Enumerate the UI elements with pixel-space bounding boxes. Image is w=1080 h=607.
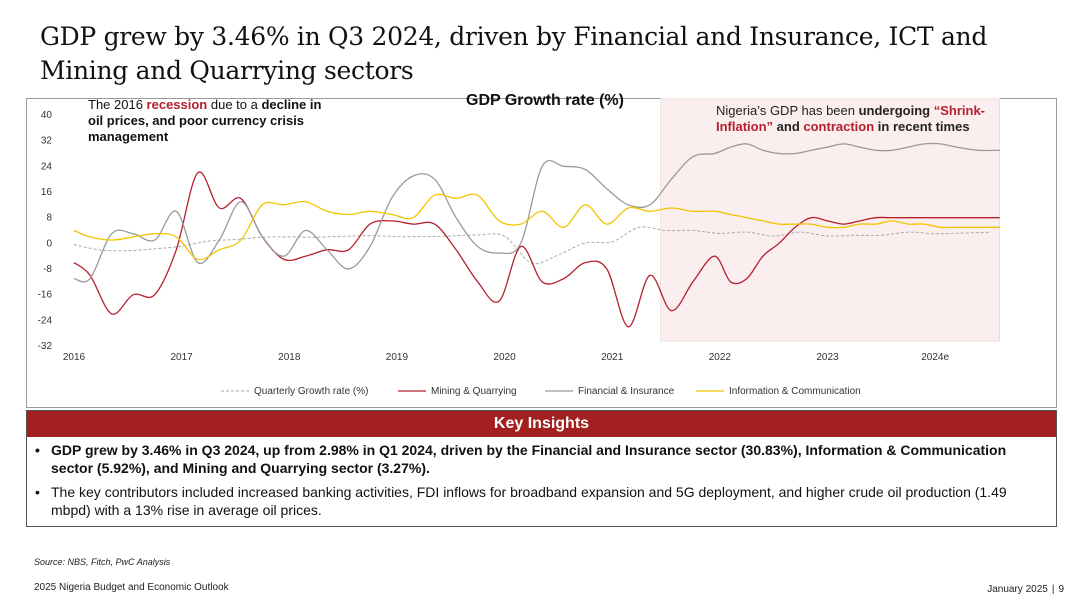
y-tick-label: 8 <box>46 213 52 224</box>
y-tick-label: 32 <box>41 136 53 147</box>
series-line-mining-quarrying <box>73 171 1000 328</box>
series-line-quarterly-growth <box>73 226 989 265</box>
source-note: Source: NBS, Fitch, PwC Analysis <box>34 557 171 567</box>
key-insights-panel: Key Insights • GDP grew by 3.46% in Q3 2… <box>26 410 1057 527</box>
shrinkflation-note-highlight1: “Shrink-Inflation” <box>716 103 986 134</box>
gdp-growth-chart: -32 -24 -16 -8 0 8 16 24 32 40 2016 2017 2018 2019 202… <box>38 98 1001 397</box>
x-tick-label: 2018 <box>278 352 301 363</box>
recession-note-bold: decline in oil prices, and poor currency… <box>88 97 322 144</box>
x-tick-label: 2019 <box>386 352 409 363</box>
recession-note-highlight: recession <box>146 97 208 112</box>
insight-item: • The key contributors included increase… <box>35 483 1042 519</box>
series-line-financial-insurance <box>73 142 1000 283</box>
footer-separator: | <box>1051 584 1055 595</box>
y-tick-label: 40 <box>41 110 53 121</box>
insight-text: GDP grew by 3.46% in Q3 2024, up from 2.… <box>51 442 1007 476</box>
y-tick-label: -32 <box>38 341 53 352</box>
recession-note-post: due to a <box>207 97 258 112</box>
x-tick-label: 2022 <box>709 352 732 363</box>
bullet-icon: • <box>35 484 40 500</box>
footer-title: 2025 Nigeria Budget and Economic Outlook <box>34 582 229 593</box>
x-tick-label: 2023 <box>816 352 839 363</box>
legend-label: Information & Communication <box>729 386 861 397</box>
shrinkflation-note-pre: Nigeria’s GDP has been <box>716 103 859 118</box>
bullet-icon: • <box>35 442 40 458</box>
y-tick-label: 0 <box>46 238 52 249</box>
series-line-information-communication <box>73 193 1000 261</box>
insight-item: • GDP grew by 3.46% in Q3 2024, up from … <box>35 441 1042 477</box>
shrinkflation-note-bold2: in recent times <box>874 119 970 134</box>
y-tick-label: -24 <box>38 315 53 326</box>
x-tick-label: 2024e <box>921 352 949 363</box>
legend-label: Financial & Insurance <box>578 386 675 397</box>
x-tick-label: 2016 <box>63 352 86 363</box>
shaded-region <box>660 98 1001 342</box>
page-title: GDP grew by 3.46% in Q3 2024, driven by … <box>40 22 988 85</box>
shrinkflation-note-highlight2: contraction <box>803 119 875 134</box>
legend-label: Quarterly Growth rate (%) <box>254 386 368 397</box>
x-tick-label: 2020 <box>493 352 516 363</box>
y-tick-label: -16 <box>38 290 53 301</box>
recession-note: The 2016 recession due to a decline in o… <box>88 97 338 145</box>
chart-title: GDP Growth rate (%) <box>466 92 624 109</box>
page-number: 9 <box>1058 584 1064 595</box>
shrinkflation-note: Nigeria’s GDP has been undergoing “Shrin… <box>716 103 1016 135</box>
x-tick-label: 2017 <box>171 352 194 363</box>
y-tick-label: 16 <box>41 187 53 198</box>
x-tick-label: 2021 <box>601 352 624 363</box>
y-tick-label: 24 <box>41 161 53 172</box>
insight-text: The key contributors included increased … <box>51 484 1007 518</box>
shrinkflation-note-mid: and <box>773 119 804 134</box>
footer-date: January 2025 <box>987 584 1048 595</box>
key-insights-header: Key Insights <box>27 411 1056 437</box>
y-tick-label: -8 <box>43 264 52 275</box>
recession-note-pre: The 2016 <box>88 97 147 112</box>
footer-date-page: January 2025 | 9 <box>987 584 1064 595</box>
legend-label: Mining & Quarrying <box>431 386 517 397</box>
key-insights-list: • GDP grew by 3.46% in Q3 2024, up from … <box>27 441 1056 519</box>
shrinkflation-note-bold1: undergoing <box>858 103 934 118</box>
